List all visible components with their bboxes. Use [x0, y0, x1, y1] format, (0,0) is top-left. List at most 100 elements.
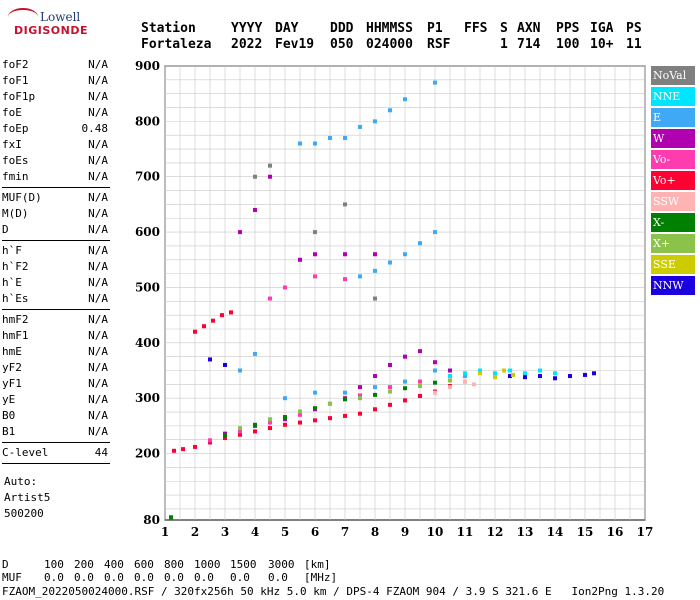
data-point	[463, 374, 467, 379]
param-row: yF1 N/A	[2, 377, 110, 393]
header-label: PPS	[556, 21, 580, 36]
data-point	[388, 402, 392, 407]
footer-d-value: 200	[74, 558, 94, 571]
param-value: N/A	[88, 361, 108, 374]
param-row: C-level 44	[2, 446, 110, 462]
data-point	[298, 141, 302, 146]
data-point	[523, 371, 527, 376]
auto-line: 500200	[4, 507, 44, 520]
data-point	[253, 422, 257, 427]
data-point	[343, 413, 347, 418]
data-point	[238, 429, 242, 434]
data-point	[208, 357, 212, 362]
data-point	[343, 397, 347, 402]
data-point	[583, 372, 587, 377]
x-tick-label: 12	[487, 525, 504, 539]
data-point	[388, 260, 392, 265]
param-value: N/A	[88, 276, 108, 289]
footer-muf-value: 0.0	[164, 571, 184, 584]
data-point	[268, 296, 272, 301]
header-value: 2022	[231, 37, 263, 52]
param-row: M(D) N/A	[2, 207, 110, 223]
param-name: yE	[2, 393, 16, 406]
data-point	[202, 324, 206, 329]
footer-d-value: 400	[104, 558, 124, 571]
param-row: foF2 N/A	[2, 58, 110, 74]
param-name: h`F	[2, 244, 22, 257]
legend-item: X+	[651, 234, 695, 253]
param-value: N/A	[88, 223, 108, 236]
param-row: yE N/A	[2, 393, 110, 409]
data-point	[433, 230, 437, 235]
footer-info: FZAOM_2022050024000.RSF / 320fx256h 50 k…	[2, 585, 665, 598]
data-point	[223, 362, 227, 367]
data-point	[403, 252, 407, 257]
legend-item: NoVal	[651, 66, 695, 85]
x-tick-label: 14	[547, 525, 564, 539]
y-tick-label: 300	[135, 391, 160, 405]
param-name: yF2	[2, 361, 22, 374]
footer-muf-value: 0.0	[104, 571, 124, 584]
legend-item: X-	[651, 213, 695, 232]
x-tick-label: 13	[517, 525, 534, 539]
data-point	[433, 380, 437, 385]
param-row: D N/A	[2, 223, 110, 239]
param-name: foF1p	[2, 90, 36, 103]
param-value: N/A	[88, 207, 108, 220]
header-label: Station	[141, 21, 196, 36]
data-point	[328, 401, 332, 406]
footer-d-value: 1000	[194, 558, 221, 571]
param-value: N/A	[88, 260, 108, 273]
param-name: B0	[2, 409, 16, 422]
data-point	[592, 371, 596, 376]
footer-d-value: 600	[134, 558, 154, 571]
data-point	[403, 354, 407, 359]
param-row: hmF1 N/A	[2, 329, 110, 345]
param-value: N/A	[88, 154, 108, 167]
param-name: h`E	[2, 276, 22, 289]
param-name: fmin	[2, 170, 29, 183]
param-value: N/A	[88, 377, 108, 390]
param-value: N/A	[88, 393, 108, 406]
param-name: fxI	[2, 138, 22, 151]
param-divider	[2, 442, 110, 443]
data-point	[478, 371, 482, 376]
param-divider	[2, 463, 110, 464]
data-point	[298, 257, 302, 262]
header-label: HHMMSS	[366, 21, 413, 36]
data-point	[313, 418, 317, 423]
data-point	[418, 384, 422, 389]
data-point	[223, 431, 227, 436]
data-point	[538, 368, 542, 373]
data-point	[553, 371, 557, 376]
data-point	[220, 313, 224, 318]
data-point	[373, 392, 377, 397]
data-point	[403, 398, 407, 403]
x-tick-label: 1	[161, 525, 169, 539]
param-value: N/A	[88, 313, 108, 326]
auto-line: Auto:	[4, 475, 38, 488]
data-point	[403, 379, 407, 384]
param-row: hmF2 N/A	[2, 313, 110, 329]
legend-item: E	[651, 108, 695, 127]
param-row: fxI N/A	[2, 138, 110, 154]
param-row: h`F N/A	[2, 244, 110, 260]
data-point	[298, 420, 302, 425]
footer-d-label: D	[2, 558, 9, 571]
param-name: hmF2	[2, 313, 29, 326]
data-point	[253, 174, 257, 179]
data-point	[328, 416, 332, 421]
data-point	[433, 80, 437, 85]
data-point	[508, 374, 512, 379]
data-point	[298, 412, 302, 417]
data-point	[418, 393, 422, 398]
data-point	[373, 374, 377, 379]
data-point	[373, 296, 377, 301]
data-point	[433, 390, 437, 395]
header-value: 11	[626, 37, 642, 52]
footer-d-value: 1500	[230, 558, 257, 571]
param-name: C-level	[2, 446, 49, 459]
header-value: 714	[517, 37, 541, 52]
legend-item: W	[651, 129, 695, 148]
